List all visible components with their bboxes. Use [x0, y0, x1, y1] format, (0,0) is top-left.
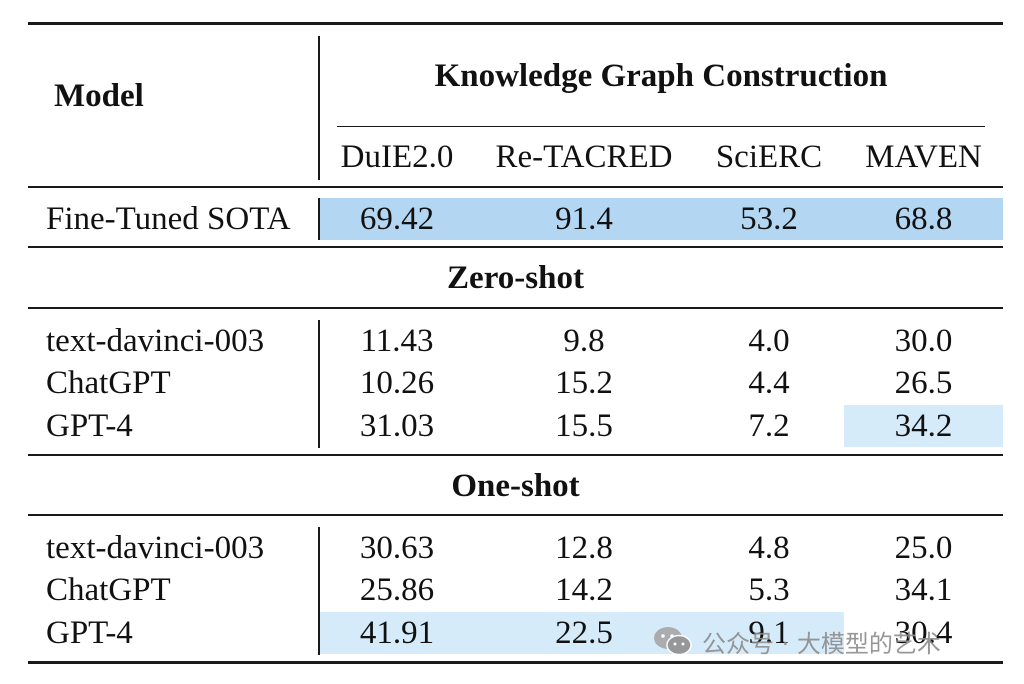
cell-oneshot-gpt4-scierc: 9.1 [748, 615, 790, 651]
zeroshot-bottom-rule [28, 454, 1003, 456]
cell-zeroshot-chatgpt-retacred: 15.2 [555, 365, 613, 401]
cell-zeroshot-gpt4-duie: 31.03 [359, 408, 435, 444]
header-group-rule [337, 126, 985, 128]
cell-baseline-scierc: 53.2 [740, 201, 798, 237]
cell-zeroshot-chatgpt-duie: 10.26 [359, 365, 435, 401]
cell-zeroshot-gpt4-scierc: 7.2 [748, 408, 790, 444]
row-label-zeroshot-chatgpt: ChatGPT [46, 365, 171, 401]
section-title-oneshot: One-shot [451, 468, 580, 504]
cell-zeroshot-gpt4-maven: 34.2 [894, 408, 953, 444]
cell-zeroshot-davinci-duie: 11.43 [360, 323, 434, 359]
highlight-baseline-row [320, 198, 1003, 240]
cell-oneshot-davinci-duie: 30.63 [359, 530, 435, 566]
cell-oneshot-chatgpt-maven: 34.1 [894, 572, 953, 608]
cell-zeroshot-gpt4-retacred: 15.5 [555, 408, 613, 444]
cell-oneshot-chatgpt-duie: 25.86 [359, 572, 435, 608]
column-header-duie: DuIE2.0 [340, 139, 454, 175]
cell-oneshot-davinci-retacred: 12.8 [555, 530, 613, 566]
row-label-baseline: Fine-Tuned SOTA [46, 201, 291, 237]
cell-zeroshot-davinci-retacred: 9.8 [563, 323, 605, 359]
row-label-zeroshot-gpt4: GPT-4 [46, 408, 133, 444]
column-separator-header [318, 36, 320, 180]
column-separator-baseline [318, 198, 320, 240]
column-header-maven: MAVEN [865, 139, 982, 175]
cell-baseline-retacred: 91.4 [555, 201, 613, 237]
section-title-zeroshot: Zero-shot [447, 260, 584, 296]
watermark: 公众号 · 大模型的艺术 [652, 624, 941, 658]
column-header-scierc: SciERC [715, 139, 823, 175]
header-model: Model [54, 78, 144, 114]
zeroshot-title-rule [28, 307, 1003, 309]
cell-zeroshot-chatgpt-maven: 26.5 [894, 365, 953, 401]
cell-baseline-maven: 68.8 [894, 201, 953, 237]
column-header-retacred: Re-TACRED [495, 139, 673, 175]
row-label-zeroshot-davinci: text-davinci-003 [46, 323, 265, 359]
highlight-zeroshot-gpt4-maven [844, 405, 1003, 447]
bottom-rule [28, 661, 1003, 664]
watermark-text: 公众号 · 大模型的艺术 [702, 629, 941, 658]
cell-oneshot-davinci-scierc: 4.8 [748, 530, 790, 566]
cell-zeroshot-davinci-maven: 30.0 [894, 323, 953, 359]
header-bottom-rule [28, 186, 1003, 188]
cell-oneshot-davinci-maven: 25.0 [894, 530, 953, 566]
baseline-bottom-rule [28, 246, 1003, 248]
cell-oneshot-gpt4-duie: 41.91 [359, 615, 435, 651]
cell-oneshot-chatgpt-scierc: 5.3 [748, 572, 790, 608]
cell-zeroshot-davinci-scierc: 4.0 [748, 323, 790, 359]
top-rule [28, 22, 1003, 25]
oneshot-title-rule [28, 514, 1003, 516]
row-label-oneshot-gpt4: GPT-4 [46, 615, 133, 651]
wechat-icon [654, 627, 692, 656]
cell-oneshot-chatgpt-retacred: 14.2 [555, 572, 613, 608]
highlight-oneshot-gpt4 [320, 612, 844, 654]
cell-oneshot-gpt4-maven: 30.4 [894, 615, 953, 651]
cell-oneshot-gpt4-retacred: 22.5 [555, 615, 613, 651]
column-separator-zeroshot [318, 320, 320, 448]
header-group-title: Knowledge Graph Construction [434, 58, 888, 94]
cell-baseline-duie: 69.42 [359, 201, 435, 237]
row-label-oneshot-davinci: text-davinci-003 [46, 530, 265, 566]
row-label-oneshot-chatgpt: ChatGPT [46, 572, 171, 608]
column-separator-oneshot [318, 527, 320, 655]
cell-zeroshot-chatgpt-scierc: 4.4 [748, 365, 790, 401]
